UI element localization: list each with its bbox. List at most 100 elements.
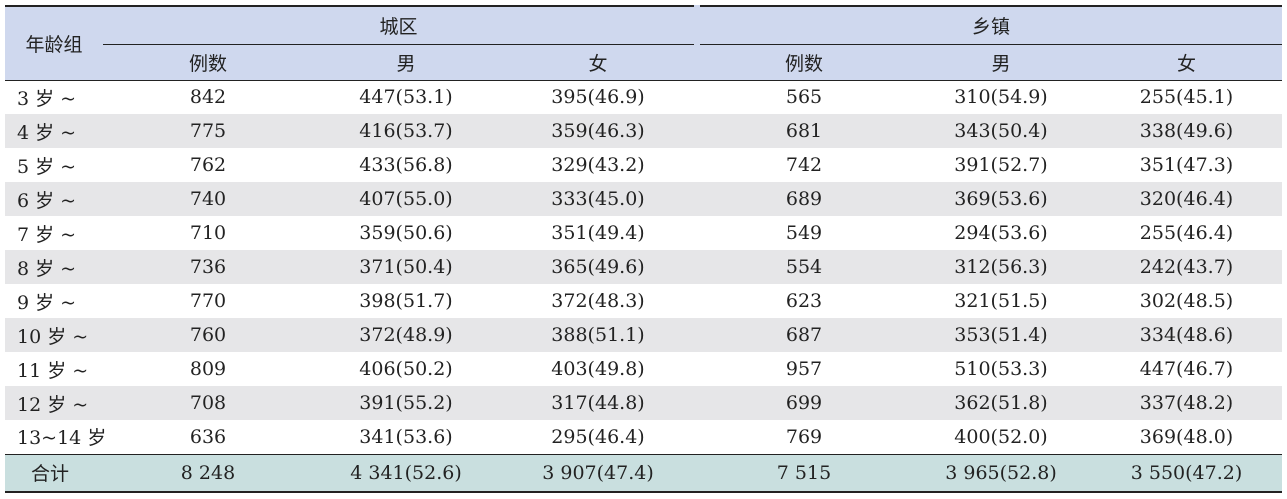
age-cell: 7 岁 ~ (17, 223, 77, 246)
urban-group-label: 城区 (379, 15, 418, 38)
urban-female-total: 3 907(47.4) (542, 461, 654, 484)
rural-female-cell: 447(46.7) (1139, 358, 1234, 380)
rural-female-cell: 255(45.1) (1139, 86, 1234, 109)
urban-male-cell: 391(55.2) (359, 392, 453, 414)
urban-count-cell: 740 (189, 188, 227, 210)
rural-count-cell: 699 (785, 392, 823, 414)
rural-count-cell: 549 (785, 222, 823, 244)
urban-count-header: 例数 (103, 44, 313, 81)
urban-male-total: 4 341(52.6) (350, 461, 462, 484)
urban-female-cell: 372(48.3) (551, 290, 645, 312)
urban-group-header: 城区 (103, 5, 700, 45)
urban-count-cell: 762 (189, 154, 227, 176)
urban-male-header: 男 (313, 44, 499, 81)
urban-female-header: 女 (499, 44, 697, 81)
urban-male-cell: 341(53.6) (359, 425, 453, 448)
age-cell: 4 岁 ~ (17, 121, 77, 144)
rural-male-cell: 369(53.6) (954, 188, 1048, 210)
table-body: 3 岁 ~ 842 447(53.1) 395(46.9) 565 310(54… (5, 80, 1282, 492)
urban-female-cell: 365(49.6) (551, 256, 645, 278)
rural-male-total: 3 965(52.8) (945, 461, 1057, 484)
urban-count-cell: 736 (189, 256, 227, 278)
urban-female-cell: 317(44.8) (551, 392, 645, 414)
urban-male-cell: 371(50.4) (359, 256, 453, 278)
rural-count-cell: 565 (785, 86, 823, 109)
urban-female-cell: 388(51.1) (551, 324, 645, 346)
urban-count-cell: 809 (189, 358, 227, 380)
urban-male-cell: 407(55.0) (359, 188, 453, 210)
urban-female-cell: 329(43.2) (551, 154, 645, 176)
rural-count-header: 例数 (697, 44, 911, 81)
data-table: 年龄组 城区 乡镇 例数 男 女 例数 男 女 3 岁 ~ 842 447(53… (5, 5, 1282, 493)
table-header: 年龄组 城区 乡镇 例数 男 女 例数 男 女 (5, 5, 1282, 81)
rural-male-cell: 343(50.4) (954, 120, 1048, 142)
table-row: 3 岁 ~ 842 447(53.1) 395(46.9) 565 310(54… (5, 80, 1282, 114)
rural-count-cell: 623 (785, 290, 823, 312)
table-row: 6 岁 ~ 740 407(55.0) 333(45.0) 689 369(53… (5, 182, 1282, 216)
rural-count-cell: 689 (785, 188, 823, 210)
rural-male-cell: 510(53.3) (954, 358, 1048, 380)
age-cell: 6 岁 ~ (17, 189, 77, 212)
urban-female-cell: 295(46.4) (551, 425, 645, 448)
rural-male-cell: 312(56.3) (954, 256, 1048, 278)
rural-female-cell: 320(46.4) (1139, 188, 1234, 210)
urban-count-cell: 760 (189, 324, 227, 346)
urban-count-cell: 842 (189, 86, 227, 109)
rural-group-header: 乡镇 (694, 5, 1282, 45)
age-cell: 9 岁 ~ (17, 291, 77, 314)
rural-male-cell: 391(52.7) (954, 154, 1048, 176)
rural-female-cell: 242(43.7) (1139, 256, 1234, 278)
table-row: 8 岁 ~ 736 371(50.4) 365(49.6) 554 312(56… (5, 250, 1282, 284)
age-cell: 10 岁 ~ (17, 325, 89, 348)
table-row: 9 岁 ~ 770 398(51.7) 372(48.3) 623 321(51… (5, 284, 1282, 318)
urban-male-cell: 447(53.1) (359, 86, 453, 109)
rural-female-cell: 334(48.6) (1139, 324, 1234, 346)
urban-male-cell: 398(51.7) (359, 290, 453, 312)
rural-count-total: 7 515 (776, 461, 832, 484)
rural-female-cell: 369(48.0) (1139, 425, 1234, 448)
table-row: 5 岁 ~ 762 433(56.8) 329(43.2) 742 391(52… (5, 148, 1282, 182)
age-cell: 5 岁 ~ (17, 155, 77, 178)
age-cell: 3 岁 ~ (17, 87, 77, 110)
total-row: 合计 8 248 4 341(52.6) 3 907(47.4) 7 515 3… (5, 454, 1282, 492)
rural-female-cell: 255(46.4) (1139, 222, 1234, 244)
rural-female-cell: 338(49.6) (1139, 120, 1234, 142)
rural-count-cell: 681 (785, 120, 823, 142)
rural-male-cell: 310(54.9) (954, 86, 1048, 109)
urban-male-cell: 406(50.2) (359, 358, 453, 380)
rural-male-header: 男 (911, 44, 1091, 81)
urban-male-cell: 433(56.8) (359, 154, 453, 176)
rural-male-cell: 321(51.5) (954, 290, 1048, 312)
urban-male-cell: 372(48.9) (359, 324, 453, 346)
rural-female-total: 3 550(47.2) (1130, 461, 1243, 484)
urban-female-cell: 351(49.4) (551, 222, 645, 244)
rural-count-cell: 687 (785, 324, 823, 346)
rural-count-cell: 769 (785, 425, 823, 448)
urban-female-cell: 395(46.9) (551, 86, 645, 109)
rural-male-cell: 400(52.0) (954, 425, 1048, 448)
table-row: 11 岁 ~ 809 406(50.2) 403(49.8) 957 510(5… (5, 352, 1282, 386)
rural-female-header: 女 (1091, 44, 1282, 81)
urban-count-cell: 636 (189, 425, 227, 448)
rural-count-cell: 957 (785, 358, 823, 380)
urban-count-cell: 708 (189, 392, 227, 414)
urban-count-cell: 770 (189, 290, 227, 312)
urban-count-cell: 775 (189, 120, 227, 142)
rural-female-cell: 337(48.2) (1139, 392, 1234, 414)
age-cell: 8 岁 ~ (17, 257, 77, 280)
rural-group-label: 乡镇 (971, 15, 1010, 38)
age-cell: 12 岁 ~ (17, 393, 89, 416)
total-label: 合计 (31, 463, 70, 486)
urban-count-cell: 710 (189, 222, 227, 244)
rural-male-cell: 362(51.8) (954, 392, 1048, 414)
rural-female-cell: 302(48.5) (1139, 290, 1234, 312)
urban-count-total: 8 248 (180, 461, 236, 484)
table-row: 12 岁 ~ 708 391(55.2) 317(44.8) 699 362(5… (5, 386, 1282, 420)
age-group-header: 年龄组 (5, 5, 103, 81)
urban-female-cell: 359(46.3) (551, 120, 645, 142)
urban-male-cell: 416(53.7) (359, 120, 453, 142)
urban-female-cell: 403(49.8) (551, 358, 645, 380)
table-row: 10 岁 ~ 760 372(48.9) 388(51.1) 687 353(5… (5, 318, 1282, 352)
table-row: 13~14 岁 636 341(53.6) 295(46.4) 769 400(… (5, 420, 1282, 454)
rural-count-cell: 742 (785, 154, 823, 176)
